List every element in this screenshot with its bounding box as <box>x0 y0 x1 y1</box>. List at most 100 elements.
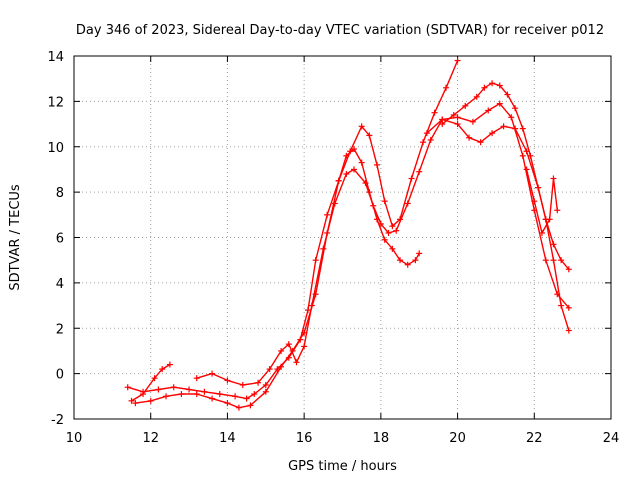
y-tick-label: 0 <box>56 368 64 383</box>
data-point <box>166 361 173 368</box>
data-point <box>278 347 285 354</box>
data-point <box>377 220 384 227</box>
y-tick-label: 12 <box>47 95 64 110</box>
data-point <box>550 175 557 182</box>
data-point <box>477 139 484 146</box>
x-axis-label: GPS time / hours <box>288 459 397 474</box>
x-tick-label: 12 <box>142 431 159 446</box>
x-tick-label: 22 <box>526 431 543 446</box>
data-point <box>224 400 231 407</box>
data-series-line <box>426 118 570 332</box>
data-point <box>124 384 131 391</box>
data-point <box>481 84 488 91</box>
y-tick-label: 4 <box>56 277 64 292</box>
data-point <box>466 134 473 141</box>
data-point <box>469 118 476 125</box>
x-tick-label: 10 <box>66 431 83 446</box>
data-point <box>397 257 404 264</box>
x-tick-label: 18 <box>373 431 390 446</box>
data-point <box>454 57 461 64</box>
x-tick-label: 14 <box>219 431 236 446</box>
data-series-group <box>193 100 572 388</box>
data-point <box>358 159 365 166</box>
data-point <box>512 105 519 112</box>
data-point <box>531 198 538 205</box>
y-axis-label: SDTVAR / TECUs <box>8 184 23 291</box>
data-series-group <box>128 361 173 404</box>
y-tick-label: 6 <box>56 232 64 247</box>
data-point <box>454 114 461 121</box>
data-point <box>558 302 565 309</box>
data-point <box>320 245 327 252</box>
data-point <box>293 359 300 366</box>
data-point <box>262 388 269 395</box>
data-point <box>140 388 147 395</box>
data-point <box>443 84 450 91</box>
data-point <box>209 370 216 377</box>
data-point <box>423 130 430 137</box>
data-point <box>366 132 373 139</box>
data-point <box>255 379 262 386</box>
data-series <box>124 57 572 411</box>
data-point <box>163 393 170 400</box>
y-tick-label: 8 <box>56 186 64 201</box>
data-point <box>389 223 396 230</box>
data-point <box>404 200 411 207</box>
data-point <box>431 109 438 116</box>
data-point <box>151 375 158 382</box>
data-point <box>178 391 185 398</box>
data-point <box>232 393 239 400</box>
data-point <box>370 202 377 209</box>
data-point <box>358 123 365 130</box>
data-point <box>343 170 350 177</box>
data-point <box>416 168 423 175</box>
data-point <box>535 184 542 191</box>
data-point <box>335 177 342 184</box>
data-point <box>508 114 515 121</box>
data-point <box>147 397 154 404</box>
x-tick-label: 20 <box>449 431 466 446</box>
data-point <box>331 200 338 207</box>
y-tick-label: 14 <box>47 50 64 65</box>
data-point <box>500 123 507 130</box>
data-point <box>128 397 135 404</box>
data-point <box>324 211 331 218</box>
data-point <box>519 152 526 159</box>
chart-title: Day 346 of 2023, Sidereal Day-to-day VTE… <box>76 23 604 38</box>
data-point <box>247 402 254 409</box>
data-point <box>512 125 519 132</box>
data-series-group <box>439 80 572 273</box>
data-point <box>538 229 545 236</box>
data-point <box>485 107 492 114</box>
data-point <box>159 366 166 373</box>
data-point <box>565 266 572 273</box>
data-point <box>454 121 461 128</box>
data-series-group <box>423 116 572 334</box>
data-series-line <box>195 102 570 386</box>
data-point <box>427 136 434 143</box>
data-point <box>224 377 231 384</box>
y-tick-label: 2 <box>56 322 64 337</box>
data-point <box>155 386 162 393</box>
data-point <box>262 381 269 388</box>
data-point <box>381 198 388 205</box>
data-point <box>374 161 381 168</box>
data-point <box>550 257 557 264</box>
y-tick-label: 10 <box>47 141 64 156</box>
data-point <box>504 91 511 98</box>
data-point <box>412 257 419 264</box>
data-point <box>542 257 549 264</box>
data-point <box>239 381 246 388</box>
data-point <box>186 386 193 393</box>
data-point <box>404 261 411 268</box>
data-point <box>132 400 139 407</box>
data-point <box>439 121 446 128</box>
data-point <box>558 257 565 264</box>
data-point <box>243 395 250 402</box>
x-tick-label: 16 <box>296 431 313 446</box>
data-point <box>193 375 200 382</box>
data-point <box>304 307 311 314</box>
data-point <box>450 111 457 118</box>
